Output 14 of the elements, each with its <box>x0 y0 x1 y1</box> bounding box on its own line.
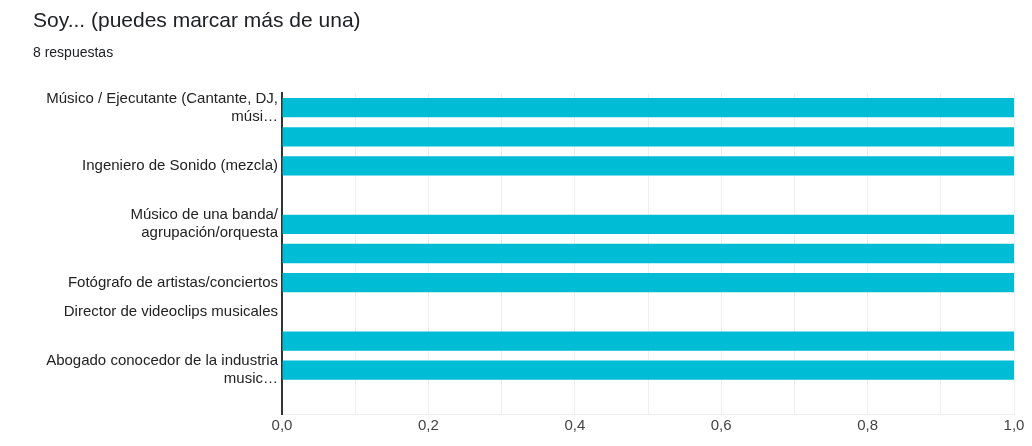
x-tick-label: 0,0 <box>271 416 293 434</box>
y-tick-label: Fotógrafo de artistas/conciertos <box>67 272 278 290</box>
text: 8 respuestas <box>33 44 114 60</box>
y-tick-label: Director de videoclips musicales <box>63 302 278 319</box>
x-tick-label: 0,4 <box>564 416 586 434</box>
y-tick-label: Músico / Ejecutante (Cantante, DJ, músi… <box>46 88 278 124</box>
y-tick-label: Músico de una banda/ agrupación/orquesta <box>130 205 279 241</box>
x-tick-label: 1,0 <box>1003 416 1025 434</box>
chart-title: Soy... (puedes marcar más de una) <box>33 8 361 32</box>
y-tick-label: Abogado conocedor de la industria music… <box>46 351 279 387</box>
x-tick-label: 0,6 <box>710 416 732 434</box>
x-tick-label: 0,8 <box>857 416 879 434</box>
y-tick-label: Ingeniero de Sonido (mezcla) <box>82 156 278 174</box>
x-tick-label: 0,2 <box>417 416 439 434</box>
